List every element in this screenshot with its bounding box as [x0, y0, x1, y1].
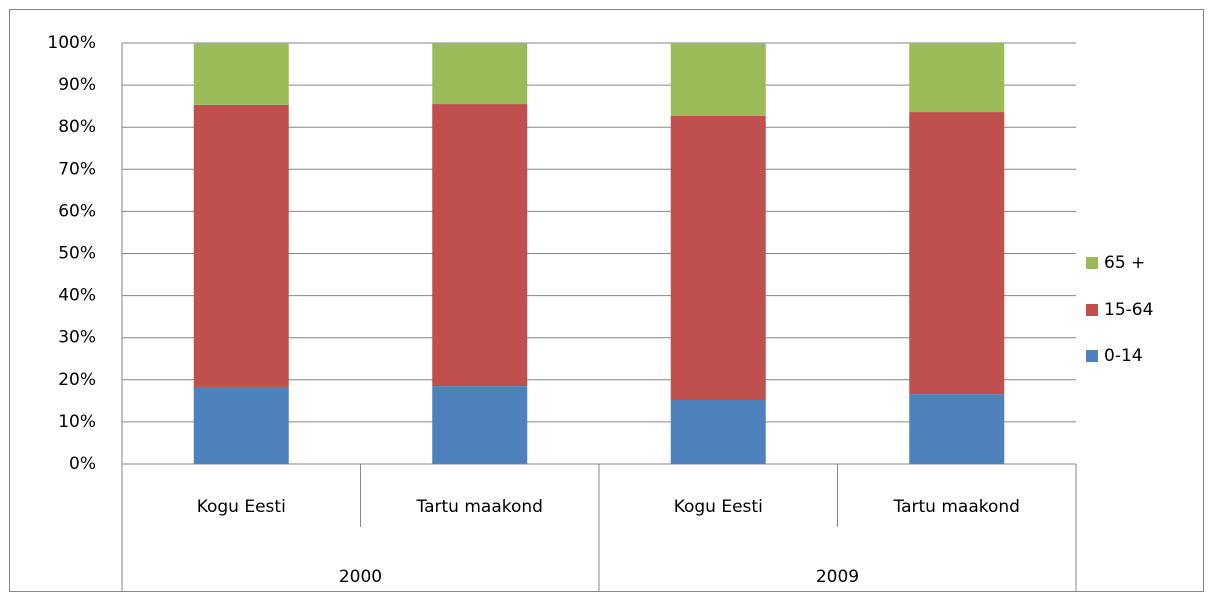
- chart-frame: [9, 9, 1204, 592]
- y-tick-label: 90%: [58, 75, 96, 95]
- y-tick-label: 30%: [58, 328, 96, 348]
- legend-label: 15-64: [1104, 300, 1153, 320]
- x-tick-label: Tartu maakond: [416, 497, 543, 517]
- legend-swatch: [1086, 350, 1098, 362]
- y-tick-label: 70%: [58, 159, 96, 179]
- x-tick-label: Kogu Eesti: [197, 497, 286, 517]
- y-tick-label: 80%: [58, 117, 96, 137]
- bar-segment: [432, 43, 528, 105]
- legend-label: 0-14: [1104, 346, 1143, 366]
- bar-segment: [432, 104, 528, 387]
- y-tick-label: 20%: [58, 370, 96, 390]
- bar-segment: [193, 43, 289, 105]
- bar-segment: [670, 115, 766, 401]
- y-tick-label: 10%: [58, 412, 96, 432]
- y-tick-label: 100%: [47, 33, 96, 53]
- bar-segment: [670, 43, 766, 116]
- bar-segment: [909, 112, 1005, 395]
- bar-segment: [909, 43, 1005, 113]
- bar-segment: [432, 386, 528, 464]
- bar-segment: [670, 400, 766, 464]
- x-tick-label: Tartu maakond: [893, 497, 1020, 517]
- legend-swatch: [1086, 257, 1098, 269]
- x-tick-label: Kogu Eesti: [674, 497, 763, 517]
- y-tick-label: 40%: [58, 286, 96, 306]
- bar-segment: [909, 394, 1005, 464]
- legend-label: 65 +: [1104, 253, 1145, 273]
- y-tick-label: 60%: [58, 201, 96, 221]
- group-label: 2009: [816, 567, 859, 587]
- y-tick-label: 50%: [58, 244, 96, 264]
- bar-segment: [193, 104, 289, 387]
- legend-swatch: [1086, 304, 1098, 316]
- group-label: 2000: [339, 567, 382, 587]
- y-tick-label: 0%: [69, 454, 96, 474]
- bar-segment: [193, 386, 289, 464]
